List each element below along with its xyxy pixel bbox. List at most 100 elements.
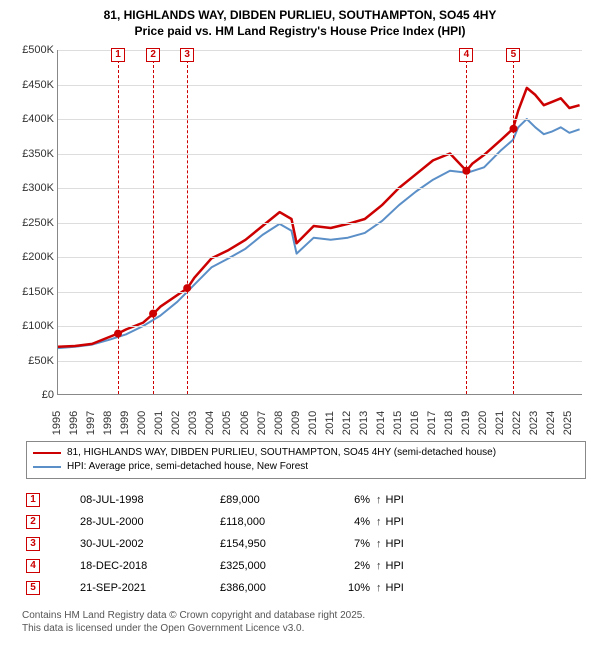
- arrow-up-icon: ↑: [376, 494, 382, 506]
- sale-marker-5: 5: [506, 48, 520, 62]
- y-tick-label: £50K: [12, 355, 54, 367]
- x-tick-label: 2010: [307, 408, 319, 438]
- sale-price: £89,000: [220, 494, 330, 506]
- legend-swatch-hpi: [33, 466, 61, 468]
- gridline-h: [58, 50, 582, 51]
- gridline-h: [58, 188, 582, 189]
- sale-date: 28-JUL-2000: [80, 516, 220, 528]
- x-tick-label: 2025: [562, 408, 574, 438]
- y-tick-label: £150K: [12, 286, 54, 298]
- sales-row: 418-DEC-2018£325,0002%↑HPI: [26, 555, 592, 577]
- gridline-h: [58, 119, 582, 120]
- series-property: [58, 88, 580, 347]
- x-tick-label: 2017: [426, 408, 438, 438]
- x-tick-label: 2014: [375, 408, 387, 438]
- sale-pct: 6%: [330, 494, 370, 506]
- sale-date: 18-DEC-2018: [80, 560, 220, 572]
- x-tick-label: 2007: [256, 408, 268, 438]
- sale-pct: 4%: [330, 516, 370, 528]
- sale-vline: [118, 50, 119, 394]
- sale-price: £386,000: [220, 582, 330, 594]
- x-tick-label: 1995: [51, 408, 63, 438]
- x-tick-label: 2022: [511, 408, 523, 438]
- sale-vs: HPI: [386, 516, 404, 528]
- y-tick-label: £0: [12, 389, 54, 401]
- gridline-h: [58, 257, 582, 258]
- x-tick-label: 1997: [85, 408, 97, 438]
- gridline-h: [58, 361, 582, 362]
- y-tick-label: £300K: [12, 182, 54, 194]
- x-tick-label: 1996: [68, 408, 80, 438]
- sale-price: £154,950: [220, 538, 330, 550]
- x-tick-label: 2013: [358, 408, 370, 438]
- sale-marker-2: 2: [26, 515, 40, 529]
- y-tick-label: £100K: [12, 320, 54, 332]
- x-tick-label: 2019: [460, 408, 472, 438]
- sale-marker-3: 3: [26, 537, 40, 551]
- gridline-h: [58, 292, 582, 293]
- sales-table: 108-JUL-1998£89,0006%↑HPI228-JUL-2000£11…: [26, 489, 592, 599]
- y-tick-label: £250K: [12, 217, 54, 229]
- sale-vs: HPI: [386, 538, 404, 550]
- x-tick-label: 2011: [324, 408, 336, 438]
- sale-date: 08-JUL-1998: [80, 494, 220, 506]
- legend-swatch-property: [33, 452, 61, 454]
- gridline-h: [58, 326, 582, 327]
- x-tick-label: 2012: [341, 408, 353, 438]
- sale-vline: [513, 50, 514, 394]
- chart-title: 81, HIGHLANDS WAY, DIBDEN PURLIEU, SOUTH…: [8, 8, 592, 39]
- sales-row: 521-SEP-2021£386,00010%↑HPI: [26, 577, 592, 599]
- chart-container: 81, HIGHLANDS WAY, DIBDEN PURLIEU, SOUTH…: [0, 0, 600, 650]
- sale-marker-3: 3: [180, 48, 194, 62]
- x-tick-label: 2016: [409, 408, 421, 438]
- footer-line-2: This data is licensed under the Open Gov…: [22, 623, 304, 634]
- gridline-h: [58, 223, 582, 224]
- legend-row-hpi: HPI: Average price, semi-detached house,…: [33, 460, 579, 474]
- arrow-up-icon: ↑: [376, 516, 382, 528]
- sale-marker-4: 4: [26, 559, 40, 573]
- x-tick-label: 2002: [170, 408, 182, 438]
- legend-label-property: 81, HIGHLANDS WAY, DIBDEN PURLIEU, SOUTH…: [67, 446, 496, 460]
- sale-vs: HPI: [386, 560, 404, 572]
- footer-line-1: Contains HM Land Registry data © Crown c…: [22, 610, 365, 621]
- y-tick-label: £350K: [12, 148, 54, 160]
- sale-pct: 7%: [330, 538, 370, 550]
- chart-area: £0£50K£100K£150K£200K£250K£300K£350K£400…: [12, 45, 592, 435]
- gridline-h: [58, 154, 582, 155]
- arrow-up-icon: ↑: [376, 582, 382, 594]
- sale-price: £325,000: [220, 560, 330, 572]
- sale-date: 21-SEP-2021: [80, 582, 220, 594]
- title-line-1: 81, HIGHLANDS WAY, DIBDEN PURLIEU, SOUTH…: [104, 8, 497, 22]
- x-tick-label: 2000: [136, 408, 148, 438]
- sale-pct: 10%: [330, 582, 370, 594]
- sale-vline: [466, 50, 467, 394]
- sale-marker-1: 1: [111, 48, 125, 62]
- sale-vline: [187, 50, 188, 394]
- x-tick-label: 2018: [443, 408, 455, 438]
- x-tick-label: 2024: [545, 408, 557, 438]
- sale-date: 30-JUL-2002: [80, 538, 220, 550]
- x-tick-label: 1999: [119, 408, 131, 438]
- x-tick-label: 2009: [290, 408, 302, 438]
- sale-vs: HPI: [386, 494, 404, 506]
- x-tick-label: 2021: [494, 408, 506, 438]
- sales-row: 2 28-JUL-2000£118,0004% ↑ HPI: [26, 511, 592, 533]
- x-tick-label: 2008: [273, 408, 285, 438]
- plot-region: 12345: [57, 50, 582, 395]
- x-tick-label: 2006: [239, 408, 251, 438]
- x-tick-label: 2003: [187, 408, 199, 438]
- x-tick-label: 2004: [204, 408, 216, 438]
- legend-row-property: 81, HIGHLANDS WAY, DIBDEN PURLIEU, SOUTH…: [33, 446, 579, 460]
- sale-vs: HPI: [386, 582, 404, 594]
- gridline-h: [58, 85, 582, 86]
- x-tick-label: 2015: [392, 408, 404, 438]
- sale-pct: 2%: [330, 560, 370, 572]
- footer: Contains HM Land Registry data © Crown c…: [22, 609, 592, 635]
- y-tick-label: £400K: [12, 113, 54, 125]
- x-tick-label: 2005: [221, 408, 233, 438]
- x-tick-label: 2020: [477, 408, 489, 438]
- sale-price: £118,000: [220, 516, 330, 528]
- title-line-2: Price paid vs. HM Land Registry's House …: [135, 24, 466, 38]
- x-tick-label: 1998: [102, 408, 114, 438]
- arrow-up-icon: ↑: [376, 538, 382, 550]
